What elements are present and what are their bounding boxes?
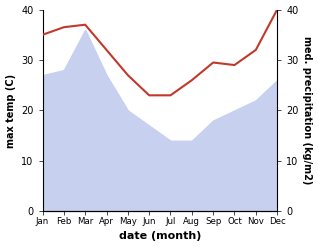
X-axis label: date (month): date (month) — [119, 231, 201, 242]
Y-axis label: max temp (C): max temp (C) — [5, 73, 16, 147]
Y-axis label: med. precipitation (kg/m2): med. precipitation (kg/m2) — [302, 36, 313, 185]
